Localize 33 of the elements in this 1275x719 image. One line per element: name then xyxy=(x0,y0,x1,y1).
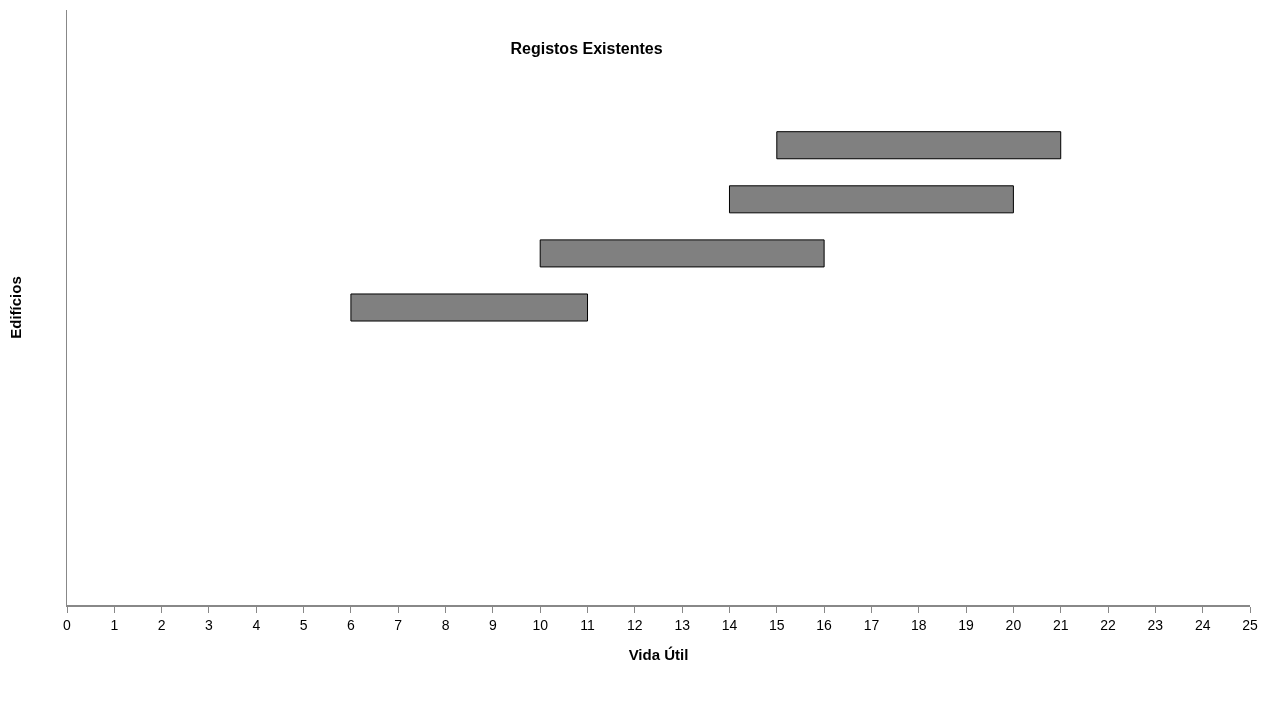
x-tick-label: 19 xyxy=(958,616,975,633)
x-tick-label: 25 xyxy=(1242,616,1258,633)
x-tick-label: 18 xyxy=(910,616,927,633)
x-tick-label: 21 xyxy=(1052,616,1069,633)
bar xyxy=(776,131,1062,160)
x-tick-label: 7 xyxy=(394,616,403,633)
y-axis-title: Edifícios xyxy=(7,276,25,339)
bar xyxy=(728,185,1014,214)
x-tick-label: 14 xyxy=(721,616,738,633)
x-tick-label: 9 xyxy=(488,616,497,633)
x-tick-label: 24 xyxy=(1194,616,1211,633)
x-tick-label: 5 xyxy=(299,616,308,633)
x-tick-label: 13 xyxy=(674,616,691,633)
x-tick-label: 15 xyxy=(769,616,785,633)
x-axis-title: Vida Útil xyxy=(628,646,689,664)
x-tick-label: 12 xyxy=(627,616,643,633)
x-tick-label: 17 xyxy=(863,616,880,633)
x-tick-label: 11 xyxy=(580,616,595,633)
x-tick-label: 2 xyxy=(157,616,166,633)
x-tick-label: 0 xyxy=(63,616,72,633)
x-tick-label: 23 xyxy=(1147,616,1164,633)
text: Registos Existentes xyxy=(510,40,663,58)
x-tick-label: 20 xyxy=(1005,616,1022,633)
x-tick-label: 1 xyxy=(110,616,119,633)
bar xyxy=(350,293,589,322)
x-tick-label: 4 xyxy=(252,616,261,633)
x-tick-label: 6 xyxy=(347,616,356,633)
x-tick-label: 8 xyxy=(441,616,450,633)
x-tick-label: 22 xyxy=(1100,616,1117,633)
bar xyxy=(539,239,825,268)
x-tick-label: 10 xyxy=(532,616,549,633)
x-tick-label: 3 xyxy=(205,616,214,633)
x-tick-label: 16 xyxy=(816,616,833,633)
